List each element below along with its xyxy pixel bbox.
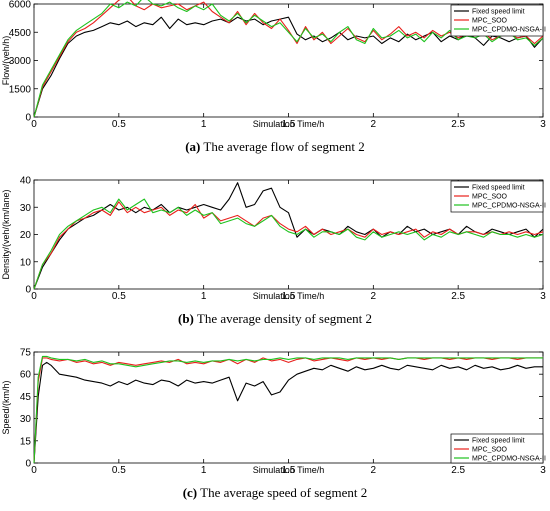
y-tick-label: 6000: [9, 0, 32, 11]
x-tick-label: 0: [31, 119, 37, 130]
x-tick-label: 0.5: [112, 291, 126, 302]
legend: Fixed speed limit MPC_SOO MPC_CPDMO-NSGA-I…: [450, 433, 546, 464]
y-tick-label: 4500: [9, 28, 32, 39]
x-axis-label: Simulation Time/h: [253, 291, 325, 301]
x-tick-label: 3: [540, 465, 546, 476]
caption-letter: (c): [183, 485, 197, 500]
x-tick-label: 3: [540, 291, 546, 302]
legend-entry-2: MPC_SOO: [472, 18, 508, 25]
series-line-3: [33, 355, 543, 464]
y-tick-label: 45: [20, 392, 32, 403]
x-tick-label: 2.5: [451, 465, 465, 476]
chart-panel-1: 0 1500 3000 4500 6000 0 0.5 1 1.5 2 2.5 3 Simulation…: [1, 0, 546, 154]
legend-entry-2: MPC_SOO: [472, 194, 508, 201]
legend-entry-3: MPC_CPDMO-NSGA-II: [472, 456, 546, 463]
x-axis-label: Simulation Time/h: [253, 119, 325, 129]
y-tick-label: 30: [20, 203, 32, 214]
x-tick-label: 1.5: [282, 291, 296, 302]
y-tick-label: 60: [20, 370, 32, 381]
series-line-3: [33, 0, 544, 118]
y-tick-label: 15: [20, 436, 32, 447]
y-axis-label: Flow/(veh/h): [1, 36, 11, 86]
caption-letter: (b): [178, 311, 194, 326]
series-line-2: [33, 0, 544, 118]
x-tick-label: 1: [201, 291, 207, 302]
x-tick-label: 2.5: [451, 119, 465, 130]
panel-caption: (c) The average speed of segment 2: [183, 485, 368, 500]
chart-panel-2: 0 10 20 30 40 0 0.5 1 1.5 2 2.5 3 Simulation Time/h D…: [1, 176, 546, 327]
chart-panel-3: 0 15 30 45 60 75 0 0.5 1 1.5 2 2.5 3 Simulation Time/…: [1, 348, 546, 501]
x-tick-label: 2: [371, 291, 377, 302]
caption-text: The average density of segment 2: [194, 311, 372, 326]
caption-text: The average speed of segment 2: [197, 485, 367, 500]
legend-entry-1: Fixed speed limit: [472, 185, 525, 192]
series-line-3: [33, 198, 544, 290]
x-tick-label: 1.5: [282, 465, 296, 476]
x-tick-label: 2: [371, 119, 377, 130]
legend-entry-1: Fixed speed limit: [472, 438, 525, 445]
legend-entry-2: MPC_SOO: [472, 447, 508, 454]
caption-letter: (a): [185, 139, 200, 154]
panel-caption: (b) The average density of segment 2: [178, 311, 372, 326]
legend-entry-3: MPC_CPDMO-NSGA-II: [472, 27, 546, 34]
legend-entry-1: Fixed speed limit: [472, 9, 525, 16]
y-tick-label: 30: [20, 414, 32, 425]
x-tick-label: 0.5: [112, 119, 126, 130]
x-tick-label: 2: [371, 465, 377, 476]
x-tick-label: 2.5: [451, 291, 465, 302]
y-tick-label: 0: [25, 459, 31, 470]
x-tick-label: 0: [31, 465, 37, 476]
legend: Fixed speed limit MPC_SOO MPC_CPDMO-NSGA-I…: [450, 180, 546, 213]
y-tick-label: 20: [20, 230, 32, 241]
y-tick-label: 3000: [9, 56, 32, 67]
y-axis-label: Speed/(km/h): [1, 380, 11, 434]
y-tick-label: 1500: [9, 84, 32, 95]
y-tick-label: 75: [20, 348, 32, 359]
x-tick-label: 3: [540, 119, 546, 130]
y-axis-label: Density/(veh/(km/lane): [1, 189, 11, 279]
y-tick-label: 10: [20, 257, 32, 268]
x-axis-label: Simulation Time/h: [253, 465, 325, 475]
series-line-1: [33, 361, 543, 464]
x-tick-label: 1: [201, 465, 207, 476]
x-tick-label: 1: [201, 119, 207, 130]
y-tick-label: 0: [25, 285, 31, 296]
legend-entry-3: MPC_CPDMO-NSGA-II: [472, 203, 546, 210]
y-tick-label: 0: [25, 113, 31, 124]
y-tick-label: 40: [20, 176, 32, 187]
caption-text: The average flow of segment 2: [200, 139, 364, 154]
legend: Fixed speed limit MPC_SOO MPC_CPDMO-NSGA-I…: [450, 4, 546, 37]
x-tick-label: 1.5: [282, 119, 296, 130]
x-tick-label: 0: [31, 291, 37, 302]
x-tick-label: 0.5: [112, 465, 126, 476]
panel-caption: (a) The average flow of segment 2: [185, 139, 365, 154]
